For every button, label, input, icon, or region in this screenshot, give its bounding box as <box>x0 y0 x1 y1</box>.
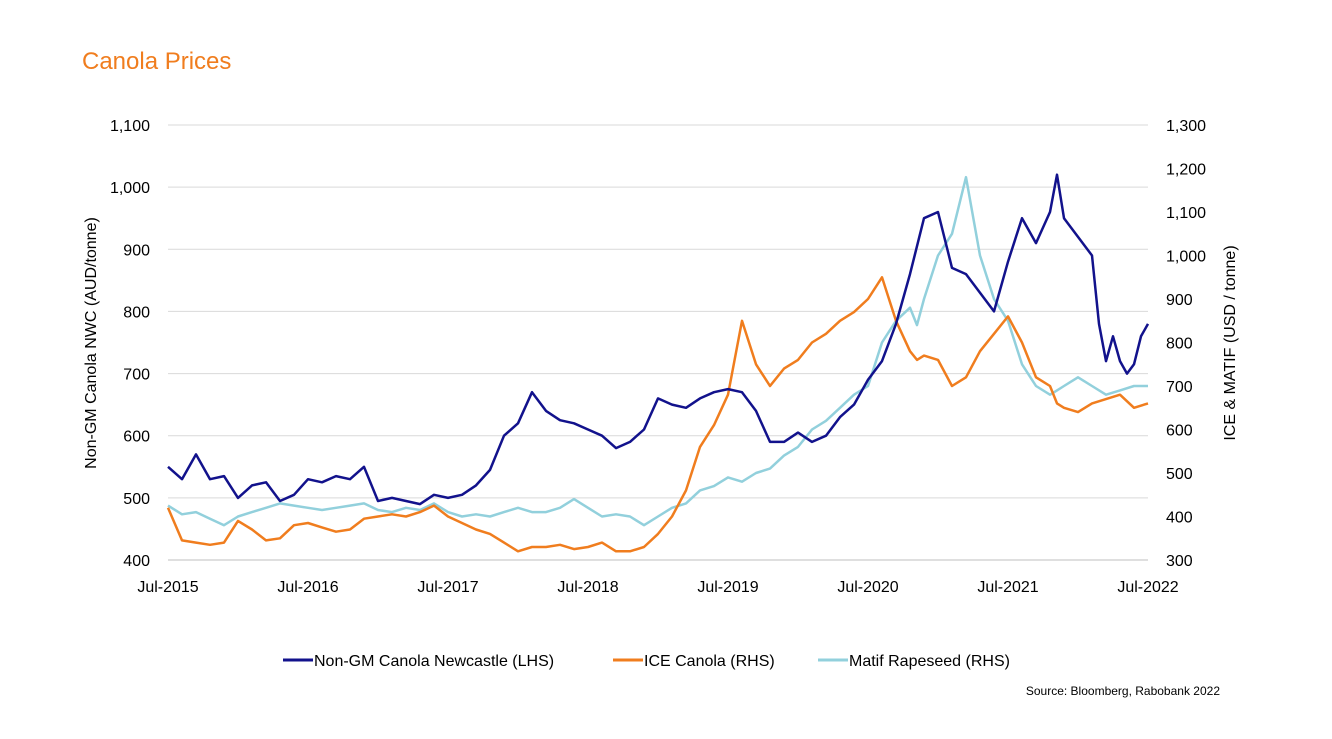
y-left-tick-label: 600 <box>123 429 150 446</box>
y-right-tick-label: 900 <box>1166 292 1193 309</box>
y-right-tick-label: 600 <box>1166 423 1193 440</box>
legend-label: ICE Canola (RHS) <box>644 653 775 670</box>
y-left-tick-label: 1,000 <box>110 180 150 197</box>
y-right-tick-label: 1,000 <box>1166 249 1206 266</box>
y-axis-right-ticks: 300 400 500 600 700 800 900 1,000 1,100 1,200 1,30… <box>1166 118 1206 570</box>
x-tick-label: Jul-2016 <box>277 579 338 596</box>
series-lines <box>166 173 1150 553</box>
x-tick-label: Jul-2019 <box>697 579 758 596</box>
legend-label: Matif Rapeseed (RHS) <box>849 653 1010 670</box>
series-line-newcastle <box>167 173 1150 506</box>
y-left-tick-label: 900 <box>123 242 150 259</box>
x-tick-label: Jul-2020 <box>837 579 898 596</box>
chart-title: Canola Prices <box>82 48 232 75</box>
y-right-tick-label: 700 <box>1166 379 1193 396</box>
y-left-tick-label: 800 <box>123 304 150 321</box>
y-left-tick-label: 700 <box>123 367 150 384</box>
y-axis-left-label: Non-GM Canola NWC (AUD/tonne) <box>83 217 100 469</box>
y-right-tick-label: 1,100 <box>1166 205 1206 222</box>
x-tick-label: Jul-2018 <box>557 579 618 596</box>
gridlines <box>168 124 1148 561</box>
y-right-tick-label: 400 <box>1166 510 1193 527</box>
x-tick-label: Jul-2015 <box>137 579 198 596</box>
x-tick-label: Jul-2021 <box>977 579 1038 596</box>
y-right-tick-label: 500 <box>1166 466 1193 483</box>
legend: Non-GM Canola Newcastle (LHS) ICE Canola … <box>283 653 1010 670</box>
series-line-matif <box>167 175 1148 527</box>
x-axis-ticks: Jul-2015 Jul-2016 Jul-2017 Jul-2018 Jul-2019… <box>137 559 1179 596</box>
y-right-tick-label: 300 <box>1166 553 1193 570</box>
source-note: Source: Bloomberg, Rabobank 2022 <box>1025 684 1220 698</box>
legend-label: Non-GM Canola Newcastle (LHS) <box>314 653 554 670</box>
x-tick-label: Jul-2017 <box>417 579 478 596</box>
y-axis-left-ticks: 400 500 600 700 800 900 1,000 1,100 <box>110 118 150 570</box>
y-right-tick-label: 1,300 <box>1166 118 1206 135</box>
series-line-ice <box>166 276 1149 553</box>
y-right-tick-label: 800 <box>1166 336 1193 353</box>
y-axis-right-label: ICE & MATIF (USD / tonne) <box>1222 245 1239 440</box>
y-left-tick-label: 500 <box>123 491 150 508</box>
y-left-tick-label: 1,100 <box>110 118 150 135</box>
x-tick-label: Jul-2022 <box>1117 579 1178 596</box>
y-left-tick-label: 400 <box>123 553 150 570</box>
y-right-tick-label: 1,200 <box>1166 162 1206 179</box>
